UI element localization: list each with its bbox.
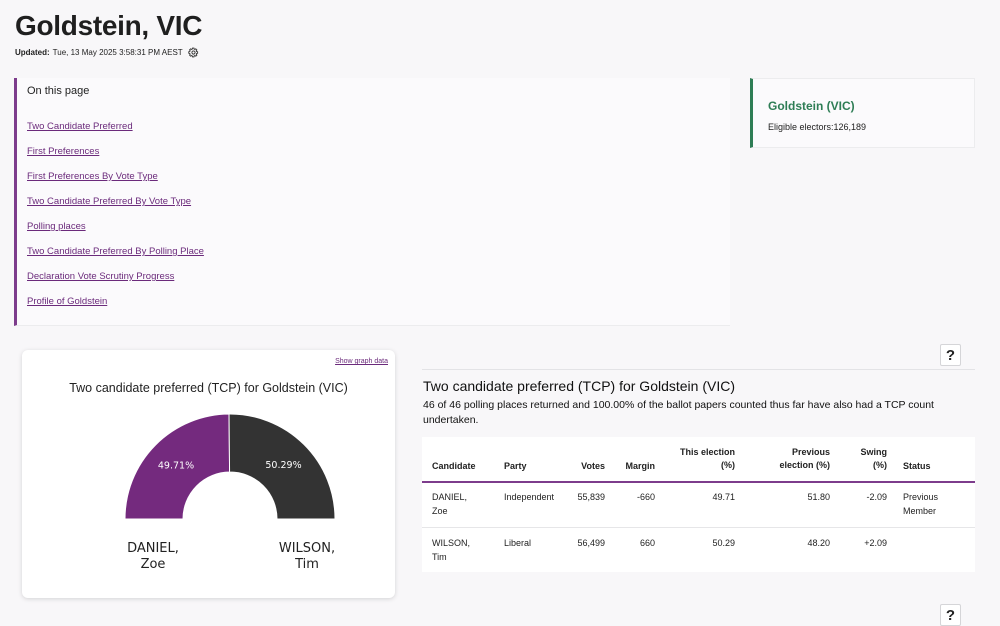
slice-wilson: [228, 413, 336, 520]
eligible-electors: Eligible electors:126,189: [768, 122, 866, 132]
slice-daniel: [124, 413, 231, 520]
tcp-section-description: 46 of 46 polling places returned and 100…: [423, 399, 934, 426]
help-button[interactable]: ?: [940, 344, 961, 366]
link-profile-of-goldstein[interactable]: Profile of Goldstein: [27, 296, 108, 307]
show-graph-data-link[interactable]: Show graph data: [335, 358, 388, 365]
category-label: Tim: [294, 557, 319, 572]
table-row-this-election: 49.71: [712, 492, 735, 502]
status-line2: Member: [903, 506, 937, 516]
table-row-votes: 55,839: [577, 492, 605, 502]
col-previous-election-line2: election (%): [779, 460, 830, 470]
col-votes: Votes: [581, 461, 605, 471]
slice-value-label: 49.71%: [158, 461, 194, 472]
candidate-surname: DANIEL,: [432, 492, 468, 502]
table-row-margin: -660: [636, 492, 655, 502]
col-this-election-line1: This election: [679, 447, 735, 457]
division-title: Goldstein (VIC): [768, 99, 855, 113]
col-status: Status: [903, 461, 931, 471]
col-this-election: This election (%): [652, 446, 735, 472]
tcp-half-donut-chart: 49.71% 50.29% DANIEL,Zoe WILSON,Tim: [124, 413, 336, 572]
updated-label: Updated:: [15, 48, 50, 57]
category-label: DANIEL,: [127, 541, 179, 556]
table-row-candidate: WILSON, Tim: [432, 536, 470, 564]
link-polling-places[interactable]: Polling places: [27, 221, 86, 232]
section-divider: [422, 369, 975, 370]
table-row-this-election: 50.29: [712, 538, 735, 548]
table-row-status: Previous Member: [903, 490, 938, 518]
updated-timestamp: Updated: Tue, 13 May 2025 3:58:31 PM AES…: [15, 47, 199, 58]
link-two-candidate-preferred[interactable]: Two Candidate Preferred: [27, 121, 133, 132]
help-button-lower[interactable]: ?: [940, 604, 961, 626]
col-candidate: Candidate: [432, 461, 476, 471]
table-row-party: Independent: [504, 492, 555, 502]
link-tcp-by-polling-place[interactable]: Two Candidate Preferred By Polling Place: [27, 246, 204, 257]
col-this-election-line2: (%): [721, 460, 735, 470]
eligible-value: 126,189: [833, 122, 867, 132]
col-swing-line1: Swing: [860, 447, 888, 457]
col-margin: Margin: [625, 461, 655, 471]
col-swing-line2: (%): [873, 460, 887, 470]
table-row-swing: +2.09: [864, 538, 887, 548]
table-row-swing: -2.09: [866, 492, 887, 502]
on-this-page-heading: On this page: [27, 85, 90, 97]
tcp-section-title: Two candidate preferred (TCP) for Goldst…: [423, 378, 736, 394]
table-header-divider: [422, 481, 975, 483]
gear-icon[interactable]: [187, 47, 199, 58]
slice-value-label: 50.29%: [265, 460, 301, 471]
candidate-given-name: Tim: [432, 552, 447, 562]
link-first-preferences-by-vote-type[interactable]: First Preferences By Vote Type: [27, 171, 158, 182]
col-previous-election-line1: Previous: [791, 447, 830, 457]
table-row-previous-election: 48.20: [807, 538, 830, 548]
tcp-chart-card: Show graph data Two candidate preferred …: [22, 350, 395, 598]
on-this-page-panel: On this page Two Candidate Preferred Fir…: [14, 78, 730, 326]
col-party: Party: [504, 461, 527, 471]
col-previous-election: Previous election (%): [742, 446, 830, 472]
table-row-votes: 56,499: [577, 538, 605, 548]
link-tcp-by-vote-type[interactable]: Two Candidate Preferred By Vote Type: [27, 196, 192, 207]
division-info-card: Goldstein (VIC) Eligible electors:126,18…: [750, 78, 975, 148]
eligible-label: Eligible electors:: [768, 122, 834, 132]
table-row-previous-election: 51.80: [807, 492, 830, 502]
updated-value: Tue, 13 May 2025 3:58:31 PM AEST: [52, 48, 183, 57]
category-label: Zoe: [141, 557, 166, 572]
candidate-given-name: Zoe: [432, 506, 448, 516]
table-row-divider: [422, 527, 975, 528]
candidate-surname: WILSON,: [432, 538, 471, 548]
col-swing: Swing (%): [842, 446, 888, 472]
table-row-margin: 660: [639, 538, 655, 548]
link-declaration-vote-scrutiny[interactable]: Declaration Vote Scrutiny Progress: [27, 271, 175, 282]
tcp-results-table: Candidate Party Votes Margin This electi…: [422, 437, 975, 572]
status-line1: Previous: [903, 492, 939, 502]
category-label: WILSON,: [279, 541, 335, 556]
page-title: Goldstein, VIC: [15, 10, 203, 41]
chart-title: Two candidate preferred (TCP) for Goldst…: [69, 381, 348, 395]
table-row-candidate: DANIEL, Zoe: [432, 490, 467, 518]
link-first-preferences[interactable]: First Preferences: [27, 146, 100, 157]
table-row-party: Liberal: [504, 538, 532, 548]
